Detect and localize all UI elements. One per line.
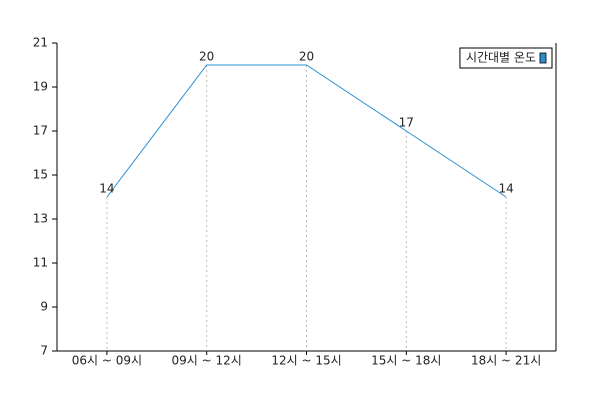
x-tick-label: 18시 ~ 21시 xyxy=(471,354,541,368)
y-tick-label: 21 xyxy=(33,36,48,50)
data-label: 14 xyxy=(498,182,513,196)
series-line xyxy=(106,64,507,198)
x-tick-label: 15시 ~ 18시 xyxy=(371,354,441,368)
legend-box xyxy=(459,47,553,69)
legend-label: 시간대별 온도 xyxy=(466,51,536,65)
y-tick-label: 17 xyxy=(33,124,48,138)
x-tick-label: 12시 ~ 15시 xyxy=(271,354,341,368)
data-label: 20 xyxy=(199,50,214,64)
data-label: 20 xyxy=(299,50,314,64)
y-tick-label: 15 xyxy=(33,168,48,182)
y-tick-label: 7 xyxy=(40,344,48,358)
legend-swatch xyxy=(539,52,547,64)
y-tick-label: 13 xyxy=(33,212,48,226)
y-tick-label: 9 xyxy=(40,300,48,314)
x-tick-label: 06시 ~ 09시 xyxy=(72,354,142,368)
y-tick-label: 11 xyxy=(33,256,48,270)
x-tick-label: 09시 ~ 12시 xyxy=(172,354,242,368)
data-label: 14 xyxy=(99,182,114,196)
data-label: 17 xyxy=(399,116,414,130)
y-tick-label: 19 xyxy=(33,80,48,94)
